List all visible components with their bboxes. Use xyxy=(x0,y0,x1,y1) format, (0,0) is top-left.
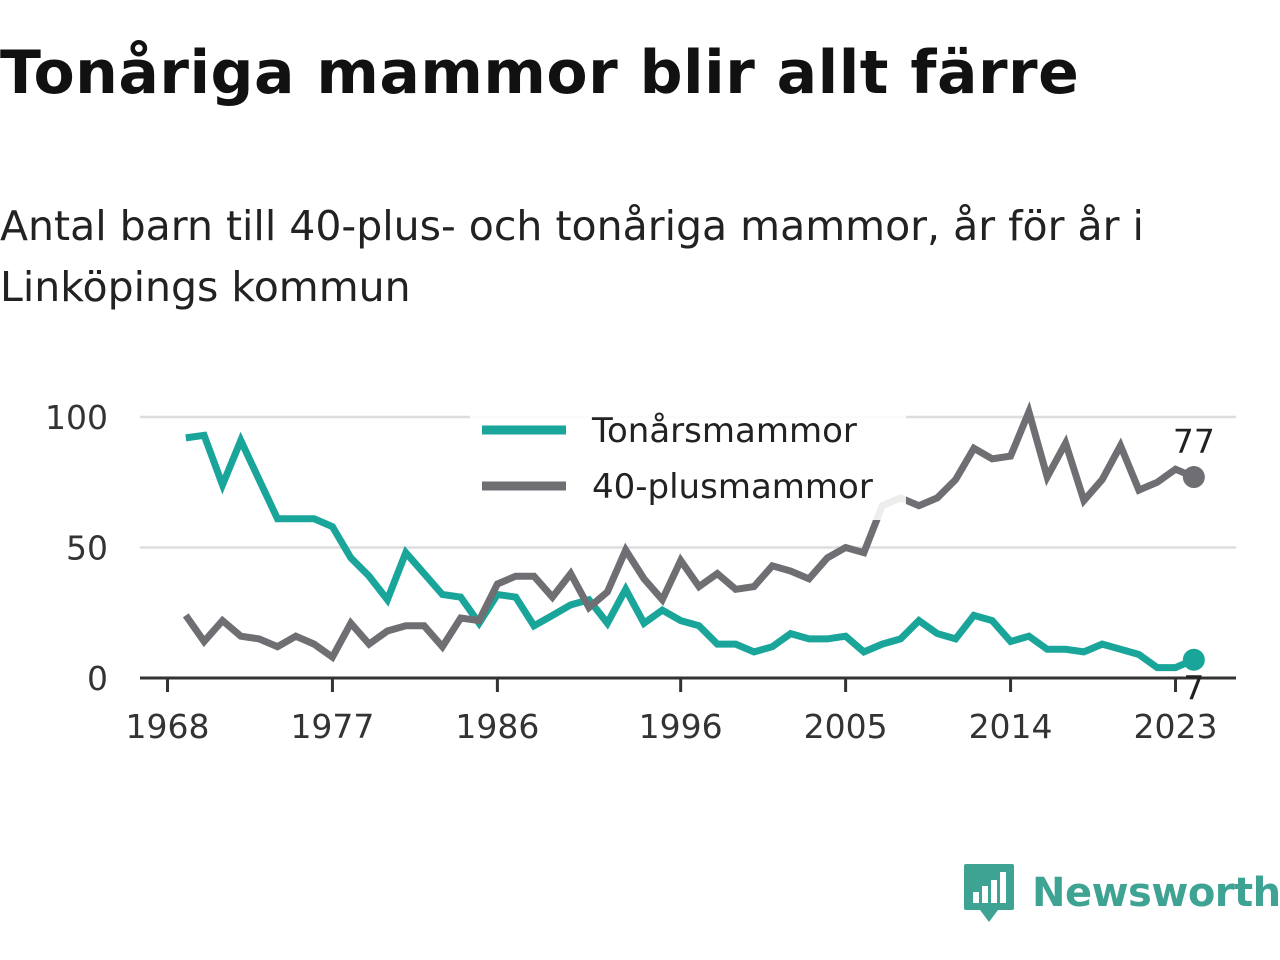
x-tick-label-1986: 1986 xyxy=(455,707,539,746)
end-marker-40-plusmammor xyxy=(1182,466,1205,489)
newsworthy-logo-icon xyxy=(964,864,1014,922)
chart-title: Tonåriga mammor blir allt färre xyxy=(0,38,1080,108)
series-line-40-plusmammor xyxy=(182,401,1196,663)
y-tick-label-0: 0 xyxy=(87,659,108,698)
x-tick-label-2023: 2023 xyxy=(1134,707,1218,746)
x-tick-label-1996: 1996 xyxy=(639,707,723,746)
x-tick-label-2014: 2014 xyxy=(969,707,1053,746)
series-line-tonarsmammor xyxy=(185,431,1196,672)
legend: Tonårsmammor 40-plusmammor xyxy=(470,396,906,520)
end-label-40-plusmammor: 77 xyxy=(1173,422,1215,461)
brand-name: Newsworthy xyxy=(1032,870,1280,916)
y-tick-label-100: 100 xyxy=(45,398,108,437)
end-markers: 777 xyxy=(1173,422,1215,708)
legend-label-40-plusmammor: 40-plusmammor xyxy=(592,467,873,507)
y-tick-label-50: 50 xyxy=(66,529,108,568)
legend-label-tonarsmammor: Tonårsmammor xyxy=(591,411,857,451)
series-lines xyxy=(182,401,1196,672)
chart-subtitle: Antal barn till 40-plus- och tonåriga ma… xyxy=(0,202,1144,311)
end-marker-tonarsmammor xyxy=(1182,648,1205,671)
legend-background xyxy=(470,396,906,520)
y-axis-ticks: 0 50 100 xyxy=(45,398,108,698)
x-axis: 1968 1977 1986 1996 2005 2014 2023 xyxy=(125,676,1236,746)
x-tick-label-1968: 1968 xyxy=(125,707,209,746)
x-tick-label-2005: 2005 xyxy=(804,707,888,746)
x-tick-label-1977: 1977 xyxy=(290,707,374,746)
end-label-tonarsmammor: 7 xyxy=(1183,669,1204,708)
brand-logo: Newsworthy xyxy=(962,862,1280,924)
